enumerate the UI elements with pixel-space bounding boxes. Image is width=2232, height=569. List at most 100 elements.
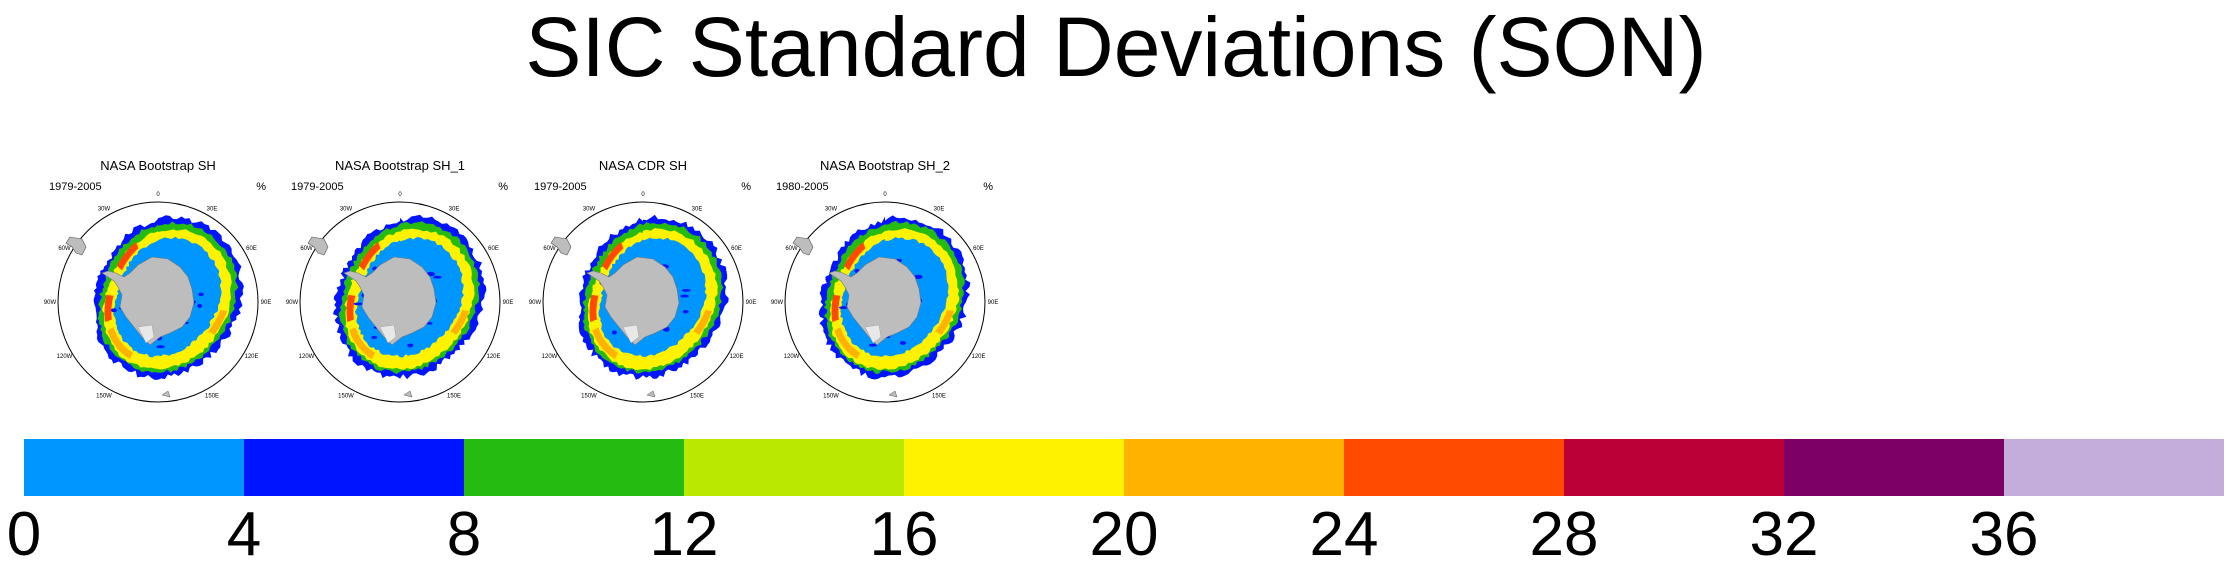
longitude-label: 60W — [785, 246, 798, 252]
sic-high-patch — [116, 241, 139, 271]
sic-speckle — [371, 335, 378, 340]
sic-speckle — [353, 302, 363, 306]
panel-years: 1979-2005 — [49, 181, 102, 193]
longitude-label: 120W — [57, 354, 73, 360]
colorbar-tick-label: 4 — [226, 500, 262, 569]
sic-high-patch — [935, 310, 955, 335]
island — [161, 390, 171, 398]
sic-high-patch — [107, 327, 133, 359]
panel-unit: % — [256, 181, 266, 193]
sic-high-patch — [104, 294, 114, 322]
panel-title: NASA Bootstrap SH_1 — [334, 158, 466, 173]
polar-map: 030E60E90E120E150E180150W120W90W60W30W — [771, 192, 998, 403]
longitude-label: 120E — [486, 354, 500, 360]
colorbar-segment — [1344, 439, 1565, 496]
longitude-label: 150E — [932, 394, 946, 400]
longitude-label: 0 — [156, 192, 160, 198]
longitude-label: 30W — [583, 207, 596, 213]
longitude-label: 30E — [692, 207, 703, 213]
sic-speckle — [680, 294, 690, 298]
longitude-label: 30E — [934, 207, 945, 213]
sic-speckle — [838, 306, 848, 310]
south-america-landmass — [792, 236, 814, 256]
sic-speckle — [682, 310, 689, 314]
longitude-label: 150E — [447, 394, 461, 400]
longitude-label: 150E — [205, 394, 219, 400]
longitude-label: 0 — [398, 192, 402, 198]
sic-speckle — [407, 343, 414, 348]
longitude-label: 150E — [690, 394, 704, 400]
sic-speckle — [111, 308, 117, 313]
sic-speckle — [198, 292, 205, 296]
longitude-label: 60E — [973, 246, 984, 252]
panel-title: NASA CDR SH — [598, 158, 688, 173]
polar-map: 030E60E90E120E150E180150W120W90W60W30W — [44, 192, 272, 403]
longitude-label: 150W — [581, 394, 597, 400]
polar-map: 030E60E90E120E150E180150W120W90W60W30W — [286, 192, 514, 403]
sic-speckle — [913, 274, 923, 280]
longitude-label: 60W — [300, 246, 313, 252]
longitude-label: 90W — [286, 300, 299, 306]
longitude-label: 0 — [641, 192, 645, 198]
colorbar-ticks: 0 4 8 12 16 20 24 28 32 36 — [0, 500, 2232, 569]
colorbar-segment — [904, 439, 1125, 496]
sic-speckle — [197, 303, 203, 308]
colorbar-tick-label: 12 — [649, 500, 719, 569]
longitude-label: 30E — [449, 207, 460, 213]
longitude-label: 120W — [299, 354, 315, 360]
ice-shelf — [864, 324, 882, 344]
sic-high-patch — [592, 327, 618, 359]
sic-high-patch — [358, 241, 381, 271]
island — [888, 390, 898, 398]
sic-speckle — [611, 330, 617, 335]
colorbar-tick-label: 0 — [6, 500, 42, 569]
south-america-landmass — [307, 236, 329, 256]
antarctica-landmass — [828, 256, 922, 346]
colorbar-segment — [464, 439, 685, 496]
colorbar-tick-label: 8 — [446, 500, 482, 569]
sic-high-patch — [831, 294, 841, 322]
longitude-label: 90E — [261, 300, 272, 306]
colorbar-tick-label: 16 — [869, 500, 939, 569]
sic-high-patch — [834, 327, 860, 359]
longitude-label: 60W — [58, 246, 71, 252]
antarctica-landmass — [343, 256, 437, 346]
sic-high-patch — [601, 241, 624, 271]
longitude-label: 150W — [338, 394, 354, 400]
colorbar-segment — [244, 439, 465, 496]
longitude-label: 0 — [883, 192, 887, 198]
sic-high-patch — [693, 310, 713, 335]
south-america-landmass — [65, 236, 87, 256]
colorbar-segment — [684, 439, 905, 496]
colorbar-segment — [2004, 439, 2224, 496]
longitude-label: 90W — [771, 300, 784, 306]
island — [403, 390, 413, 398]
south-america-landmass — [550, 236, 572, 256]
longitude-label: 90E — [503, 300, 514, 306]
colorbar-tick-label: 20 — [1089, 500, 1159, 569]
map-panel: NASA Bootstrap SH_2 1980-2005% 0 30E 60E 90E 1… — [769, 155, 1001, 405]
sic-high-patch — [208, 310, 228, 335]
sic-high-patch — [450, 310, 470, 335]
colorbar-segment — [24, 439, 245, 496]
ice-shelf — [622, 324, 640, 344]
colorbar-segment — [1124, 439, 1345, 496]
longitude-label: 90W — [44, 300, 57, 306]
colorbar-tick-label: 36 — [1969, 500, 2039, 569]
sic-speckle — [432, 275, 442, 279]
map-panel: NASA Bootstrap SH 1979-2005% 0 30E 60E 90E 120… — [42, 155, 274, 405]
panel-unit: % — [741, 181, 751, 193]
antarctica-landmass — [101, 256, 195, 346]
longitude-label: 120E — [971, 354, 985, 360]
panel-years: 1980-2005 — [776, 181, 829, 193]
colorbar-tick-label: 32 — [1749, 500, 1819, 569]
longitude-label: 90W — [529, 300, 542, 306]
longitude-label: 120E — [244, 354, 258, 360]
panel-years: 1979-2005 — [291, 181, 344, 193]
sic-speckle — [900, 341, 906, 345]
longitude-label: 120E — [729, 354, 743, 360]
sic-speckle — [681, 288, 691, 292]
map-panel: NASA Bootstrap SH_1 1979-2005% 0 30E 60E 90E 1… — [284, 155, 516, 405]
longitude-label: 30E — [207, 207, 218, 213]
map-panel: NASA CDR SH 1979-2005% 0 30E 60E 90E 120E 150E 1… — [527, 155, 759, 405]
